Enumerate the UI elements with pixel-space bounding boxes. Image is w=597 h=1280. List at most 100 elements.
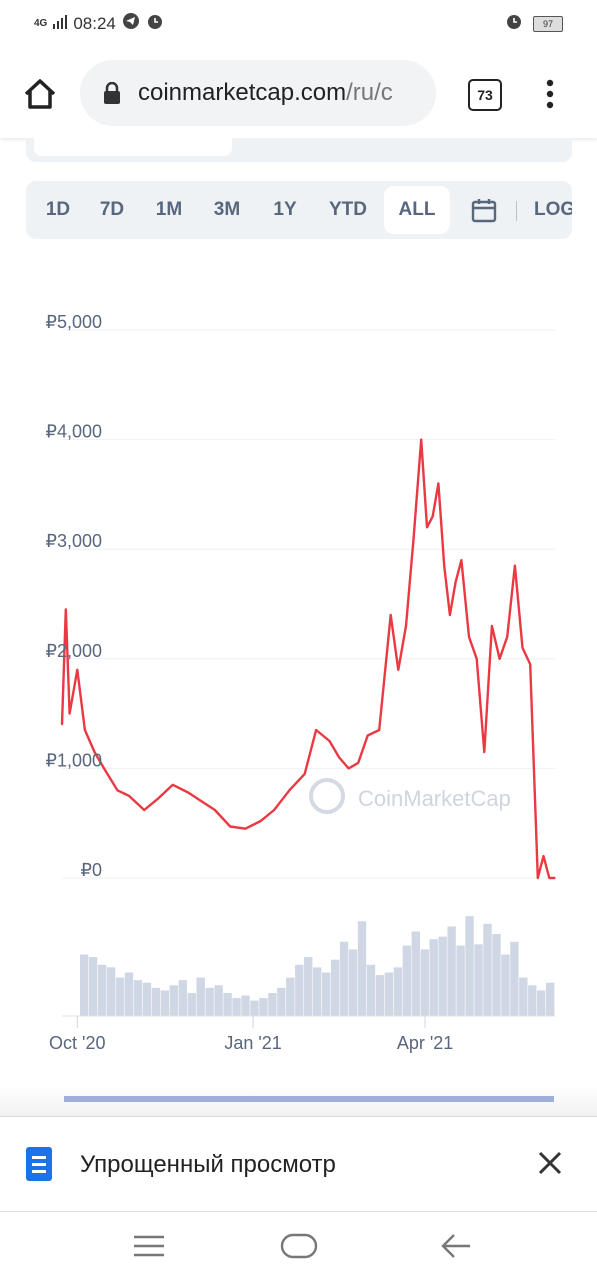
price-point [514,564,516,567]
volume-bar [339,941,349,1016]
range-divider [516,201,517,221]
x-axis-label: Apr '21 [397,1033,453,1053]
range-3m-button[interactable]: 3M [213,199,241,220]
range-1y-button[interactable]: 1Y [273,199,297,220]
volume-bar [115,977,125,1016]
volume-bar [205,987,214,1016]
price-point [468,636,470,638]
y-axis-label: ₽4,000 [46,422,103,442]
price-point [412,537,415,540]
volume-bar [519,977,528,1016]
volume-bar [304,957,313,1016]
price-point [347,767,350,770]
price-point [172,784,174,786]
volume-bar [411,931,420,1016]
volume-bar [402,945,412,1016]
back-icon[interactable] [440,1232,472,1265]
price-point [397,668,400,671]
price-point [431,515,434,518]
range-all-button[interactable]: ALL [384,186,450,234]
price-point [187,791,189,794]
price-point [128,795,130,797]
network-indicator: 4G [34,17,48,29]
price-point [454,581,457,583]
volume-bar [357,921,367,1016]
volume-bar [501,954,510,1016]
price-point [328,740,331,742]
price-point [116,789,119,792]
price-point [93,751,96,753]
price-point [61,723,63,726]
volume-bar [124,972,134,1016]
volume-bar [330,959,340,1016]
navigator-strip[interactable] [64,1096,554,1102]
range-7d-button[interactable]: 7D [99,199,125,220]
volume-bar [178,980,187,1016]
price-point [143,809,145,811]
price-point [229,825,231,828]
range-1d-button[interactable]: 1D [45,199,71,220]
volume-bar [420,949,429,1016]
price-point [200,800,203,803]
menu-icon[interactable] [133,1234,165,1263]
price-point [65,608,67,611]
volume-bar [313,967,322,1016]
volume-bar [151,987,161,1016]
volume-bar [80,954,89,1016]
price-point [357,762,359,764]
close-icon[interactable] [536,1149,564,1177]
browser-toolbar: coinmarketcap.com/ru/c 73 [0,46,597,138]
price-point [483,751,486,753]
calendar-icon[interactable] [464,186,504,234]
telegram-icon [122,12,140,35]
volume-bar [268,992,277,1016]
home-button-icon[interactable] [280,1232,318,1265]
tab-switcher-button[interactable]: 73 [468,79,502,111]
price-point [405,625,407,627]
more-menu-icon[interactable] [540,78,560,110]
home-icon[interactable] [20,74,60,114]
url-domain: coinmarketcap.com [138,79,347,106]
range-1m-button[interactable]: 1M [155,199,183,220]
alarm-icon [505,12,523,35]
price-point [491,625,493,627]
volume-bar [384,972,394,1016]
price-point [449,614,451,616]
volume-bar [142,982,152,1016]
volume-bar [286,977,295,1016]
volume-bar [348,949,358,1016]
volume-bar [465,916,474,1016]
range-ytd-button[interactable]: YTD [329,199,367,220]
volume-bar [214,985,223,1016]
status-bar: 4G 08:24 97 [0,0,597,46]
volume-bar [483,923,492,1016]
url-path: /ru/c [346,79,393,106]
volume-bar [241,995,250,1016]
status-time: 08:24 [73,13,116,33]
x-axis-label: Oct '20 [49,1033,105,1053]
volume-bar [295,964,304,1016]
toggle-active-segment[interactable] [34,138,232,156]
volume-bar [546,982,555,1016]
range-log-button[interactable]: LOG [534,199,572,220]
price-point [244,827,247,830]
price-point [315,729,317,731]
address-bar[interactable]: coinmarketcap.com/ru/c [80,60,436,126]
simplified-view-banner[interactable]: Упрощенный просмотр [0,1116,597,1212]
price-point [529,663,531,666]
coinmarketcap-logo-icon [309,778,345,814]
y-axis-label: ₽0 [81,860,102,880]
volume-bar [510,941,519,1016]
price-point [420,438,423,441]
price-point [288,789,291,792]
volume-bar [133,980,143,1016]
price-point [498,658,501,660]
price-point [426,526,428,529]
y-axis-label: ₽2,000 [46,641,103,661]
price-point [259,820,262,822]
volume-bar [169,985,178,1016]
volume-bar [250,1000,259,1016]
price-point [76,668,79,671]
price-point [506,636,509,638]
y-axis-label: ₽1,000 [46,750,103,770]
